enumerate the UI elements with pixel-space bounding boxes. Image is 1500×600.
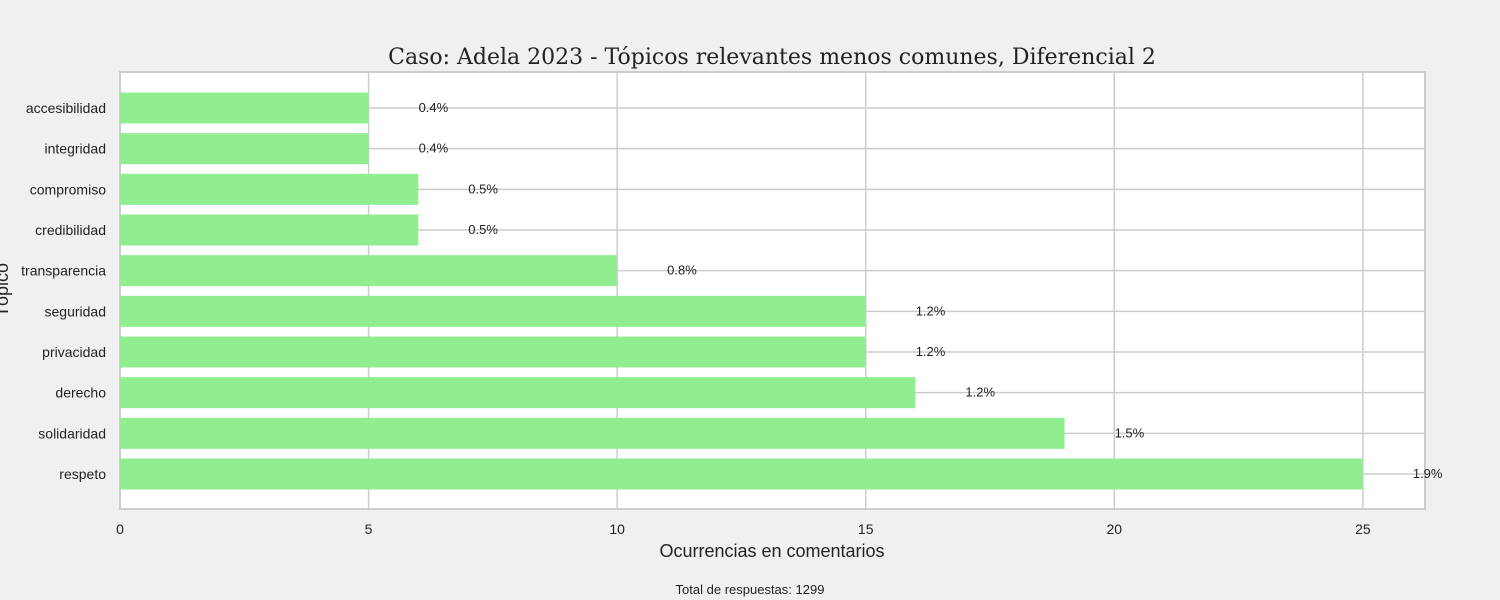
data-label-transparencia: 0.8% <box>667 263 697 278</box>
bar-solidaridad <box>120 417 1065 449</box>
y-tick-label-credibilidad: credibilidad <box>35 222 106 238</box>
data-label-seguridad: 1.2% <box>916 303 946 318</box>
bar-derecho <box>120 377 916 409</box>
data-label-compromiso: 0.5% <box>468 181 498 196</box>
x-tick-label: 20 <box>1106 521 1122 537</box>
bar-integridad <box>120 133 369 165</box>
y-tick-label-transparencia: transparencia <box>21 263 106 279</box>
data-label-credibilidad: 0.5% <box>468 222 498 237</box>
y-tick-label-derecho: derecho <box>55 385 106 401</box>
bar-respeto <box>120 458 1363 490</box>
data-label-privacidad: 1.2% <box>916 344 946 359</box>
bar-accesibilidad <box>120 92 369 124</box>
data-labels: 0.4% 0.4% 0.5% 0.5% 0.8% 1.2% 1.2% 1.2% 1.5% 1.9% <box>419 100 1443 481</box>
data-label-accesibilidad: 0.4% <box>419 100 449 115</box>
data-label-respeto: 1.9% <box>1413 466 1443 481</box>
y-tick-label-seguridad: seguridad <box>45 303 107 319</box>
y-tick-label-solidaridad: solidaridad <box>38 425 106 441</box>
bar-privacidad <box>120 336 866 368</box>
bar-seguridad <box>120 295 866 327</box>
y-tick-label-privacidad: privacidad <box>42 344 106 360</box>
x-tick-label: 0 <box>116 521 124 537</box>
data-label-integridad: 0.4% <box>419 141 449 156</box>
x-tick-label: 5 <box>365 521 373 537</box>
bar-compromiso <box>120 173 419 205</box>
x-tick-label: 15 <box>858 521 874 537</box>
footer-total: Total de respuestas: 1299 <box>676 582 825 597</box>
y-tick-label-respeto: respeto <box>59 466 106 482</box>
y-tick-label-accesibilidad: accesibilidad <box>26 100 106 116</box>
bar-credibilidad <box>120 214 419 246</box>
x-tick-label: 10 <box>609 521 625 537</box>
y-tick-labels: accesibilidad integridad compromiso credibi… <box>21 100 106 482</box>
data-label-derecho: 1.2% <box>965 385 995 400</box>
x-tick-label: 25 <box>1355 521 1371 537</box>
x-tick-labels: 0 5 10 15 20 25 <box>116 521 1371 537</box>
y-tick-label-integridad: integridad <box>45 141 107 157</box>
x-axis-label: Ocurrencias en comentarios <box>659 541 884 561</box>
bar-transparencia <box>120 255 618 287</box>
data-label-solidaridad: 1.5% <box>1115 425 1145 440</box>
y-axis-label: Tópico <box>0 263 12 317</box>
y-tick-label-compromiso: compromiso <box>30 181 106 197</box>
bars <box>120 92 1363 490</box>
chart-title: Caso: Adela 2023 - Tópicos relevantes me… <box>388 45 1156 70</box>
